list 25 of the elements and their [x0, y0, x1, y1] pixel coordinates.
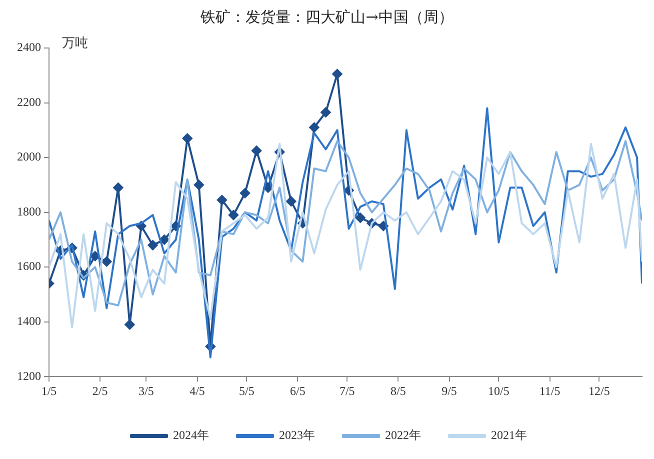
x-tick-label: 6/5 — [290, 384, 306, 398]
y-tick-label: 2400 — [17, 40, 41, 54]
legend-label: 2022年 — [385, 428, 421, 442]
y-tick-label: 2000 — [17, 150, 41, 164]
x-tick-label: 9/5 — [442, 384, 457, 398]
x-tick-label: 8/5 — [390, 384, 406, 398]
x-tick-label: 12/5 — [588, 384, 610, 398]
x-tick-label: 1/5 — [41, 384, 57, 398]
y-tick-label: 2200 — [17, 94, 41, 109]
y-tick-label: 1400 — [17, 314, 41, 328]
legend-label: 2021年 — [491, 428, 527, 442]
y-tick-label: 1800 — [17, 204, 41, 218]
x-tick-label: 4/5 — [190, 384, 205, 398]
x-tick-label: 2/5 — [92, 384, 108, 398]
chart-title: 铁矿：发货量：四大矿山→中国（周） — [200, 8, 454, 28]
y-tick-label: 1600 — [17, 259, 41, 274]
x-tick-label: 5/5 — [238, 384, 254, 398]
legend-label: 2023年 — [279, 428, 315, 442]
y-axis-title: 万吨 — [62, 35, 88, 52]
x-tick-label: 3/5 — [138, 384, 154, 398]
y-tick-label: 1200 — [17, 368, 41, 383]
legend-label: 2024年 — [173, 428, 209, 442]
x-tick-label: 11/5 — [539, 384, 560, 398]
x-tick-label: 10/5 — [488, 384, 510, 398]
x-tick-label: 7/5 — [339, 384, 355, 398]
